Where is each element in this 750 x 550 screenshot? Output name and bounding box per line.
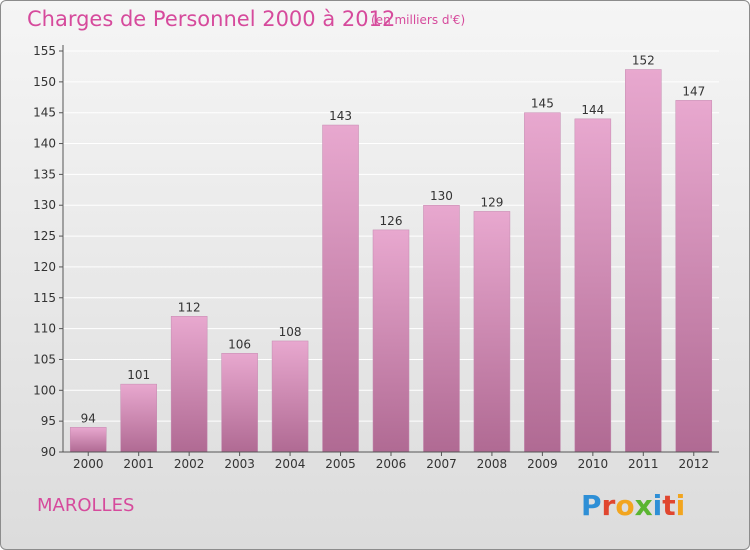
bar-value-label: 143 xyxy=(329,109,352,123)
bar xyxy=(372,229,410,453)
chart-title: Charges de Personnel 2000 à 2012 xyxy=(27,7,396,31)
x-tick-label: 2009 xyxy=(527,457,558,471)
bar xyxy=(625,69,662,453)
bar xyxy=(423,204,460,453)
x-tick-label: 2001 xyxy=(123,457,154,471)
bar xyxy=(473,211,511,453)
logo-letter: o xyxy=(615,489,635,522)
y-tick-label: 150 xyxy=(33,75,56,89)
bar xyxy=(69,427,107,453)
bar-value-label: 112 xyxy=(178,300,201,314)
logo-letter: t xyxy=(662,489,676,522)
x-tick-label: 2003 xyxy=(224,457,255,471)
y-tick-label: 130 xyxy=(33,198,56,212)
y-tick-label: 145 xyxy=(33,106,56,120)
y-tick-label: 135 xyxy=(33,167,56,181)
bar-value-label: 126 xyxy=(380,214,403,228)
y-tick-label: 90 xyxy=(41,445,56,459)
bar-value-label: 144 xyxy=(581,103,604,117)
bar xyxy=(524,112,561,453)
y-tick-label: 110 xyxy=(33,322,56,336)
bar xyxy=(170,316,208,453)
x-tick-label: 2008 xyxy=(477,457,508,471)
y-tick-label: 95 xyxy=(41,414,56,428)
logo-letter: x xyxy=(634,489,653,522)
bar xyxy=(221,353,258,453)
bar xyxy=(271,340,309,453)
logo-letter: i xyxy=(652,489,663,522)
bar xyxy=(574,118,612,453)
y-tick-label: 115 xyxy=(33,291,56,305)
bar-value-label: 101 xyxy=(127,368,150,382)
bar-value-label: 147 xyxy=(682,84,705,98)
y-tick-label: 105 xyxy=(33,352,56,366)
y-tick-label: 140 xyxy=(33,137,56,151)
y-tick-label: 125 xyxy=(33,229,56,243)
bar xyxy=(322,124,359,453)
bar-value-label: 145 xyxy=(531,97,554,111)
logo-letter: P xyxy=(581,489,602,522)
y-tick-label: 155 xyxy=(33,44,56,58)
x-tick-label: 2007 xyxy=(426,457,457,471)
y-tick-label: 120 xyxy=(33,260,56,274)
x-tick-label: 2011 xyxy=(628,457,659,471)
bar xyxy=(120,383,157,453)
bar-value-label: 108 xyxy=(279,325,302,339)
bar-value-label: 130 xyxy=(430,189,453,203)
x-tick-label: 2004 xyxy=(275,457,306,471)
proxiti-logo: Proxiti xyxy=(581,489,685,522)
logo-letter: i xyxy=(675,489,686,522)
x-tick-label: 2000 xyxy=(73,457,104,471)
commune-name: MAROLLES xyxy=(37,495,135,516)
x-tick-label: 2006 xyxy=(376,457,407,471)
x-tick-label: 2012 xyxy=(678,457,709,471)
chart-unit: (en milliers d'€) xyxy=(371,13,466,27)
bar-value-label: 129 xyxy=(480,195,503,209)
bar-value-label: 106 xyxy=(228,337,251,351)
y-tick-label: 100 xyxy=(33,383,56,397)
x-tick-label: 2010 xyxy=(578,457,609,471)
bar-value-label: 152 xyxy=(632,54,655,68)
bar-value-label: 94 xyxy=(81,411,96,425)
x-tick-label: 2002 xyxy=(174,457,205,471)
logo-letter: r xyxy=(601,489,616,522)
bar xyxy=(675,100,713,453)
x-tick-label: 2005 xyxy=(325,457,356,471)
